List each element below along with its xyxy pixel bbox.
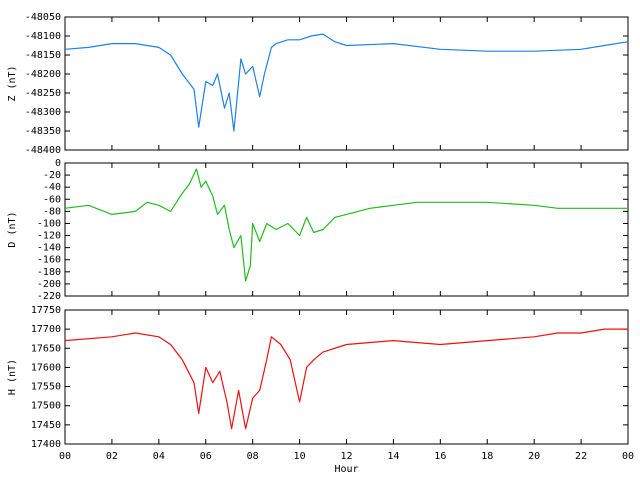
y-tick-label: -48350 xyxy=(25,126,61,137)
y-tick-label: -48250 xyxy=(25,88,61,99)
plot-frame xyxy=(64,309,629,445)
y-tick-label: -100 xyxy=(37,218,61,229)
y-tick-label: -220 xyxy=(37,291,61,302)
y-tick-label: -40 xyxy=(43,182,61,193)
y-tick-label: -160 xyxy=(37,255,61,266)
x-tick-label: 22 xyxy=(575,451,587,462)
x-tick-label: 08 xyxy=(247,451,259,462)
y-tick-label: 17650 xyxy=(31,343,61,354)
x-tick-label: 10 xyxy=(294,451,306,462)
y-tick-label: -20 xyxy=(43,170,61,181)
y-tick-label: -48300 xyxy=(25,107,61,118)
plot-frame xyxy=(64,162,629,297)
y-axis-label: Z (nT) xyxy=(7,65,18,101)
x-axis-label: Hour xyxy=(334,464,358,475)
x-tick-label: 00 xyxy=(59,451,71,462)
y-tick-label: -48200 xyxy=(25,69,61,80)
y-tick-label: -48400 xyxy=(25,145,61,156)
x-tick-label: 20 xyxy=(528,451,540,462)
x-tick-label: 12 xyxy=(340,451,352,462)
x-tick-label: 14 xyxy=(387,451,399,462)
y-tick-label: 17550 xyxy=(31,382,61,393)
x-tick-label: 00 xyxy=(622,451,634,462)
x-tick-label: 02 xyxy=(106,451,118,462)
y-tick-label: -60 xyxy=(43,194,61,205)
x-tick-label: 06 xyxy=(200,451,212,462)
y-tick-label: -120 xyxy=(37,231,61,242)
y-tick-label: -200 xyxy=(37,279,61,290)
y-tick-label: 17400 xyxy=(31,439,61,450)
y-tick-label: 17500 xyxy=(31,401,61,412)
data-line xyxy=(64,168,628,282)
y-tick-label: 17700 xyxy=(31,324,61,335)
x-tick-label: 16 xyxy=(434,451,446,462)
y-tick-label: -48150 xyxy=(25,50,61,61)
y-tick-label: 17450 xyxy=(31,420,61,431)
y-tick-label: 0 xyxy=(55,158,61,169)
x-tick-label: 04 xyxy=(153,451,165,462)
data-line xyxy=(64,328,628,430)
y-tick-label: -48100 xyxy=(25,31,61,42)
y-axis-label: H (nT) xyxy=(7,359,18,395)
y-tick-label: 17600 xyxy=(31,362,61,373)
y-tick-label: 17750 xyxy=(31,305,61,316)
y-tick-label: -180 xyxy=(37,267,61,278)
y-tick-label: -140 xyxy=(37,243,61,254)
y-tick-label: -48050 xyxy=(25,12,61,23)
y-axis-label: D (nT) xyxy=(7,211,18,247)
data-line xyxy=(64,33,629,132)
plot-frame xyxy=(64,16,629,151)
y-tick-label: -80 xyxy=(43,206,61,217)
x-tick-label: 18 xyxy=(481,451,493,462)
